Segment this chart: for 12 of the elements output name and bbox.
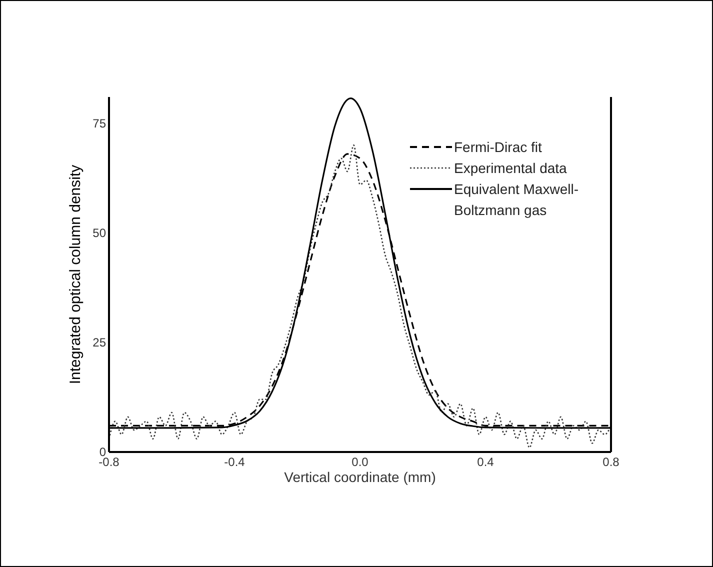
legend-label: Equivalent Maxwell-Boltzmann gas	[454, 181, 579, 218]
y-axis-title: Integrated optical column density	[67, 164, 84, 384]
x-tick-label: -0.4	[224, 455, 246, 469]
x-tick-label: 0.4	[477, 455, 494, 469]
x-tick-label: 0.0	[352, 455, 369, 469]
x-axis-title: Vertical coordinate (mm)	[284, 469, 436, 485]
y-tick-label: 50	[92, 226, 106, 240]
legend-label: Experimental data	[454, 160, 568, 176]
x-tick-label: 0.8	[602, 455, 620, 469]
y-tick-label: 75	[92, 116, 106, 130]
legend-label: Fermi-Dirac fit	[454, 139, 542, 155]
y-tick-label: 25	[92, 335, 106, 350]
